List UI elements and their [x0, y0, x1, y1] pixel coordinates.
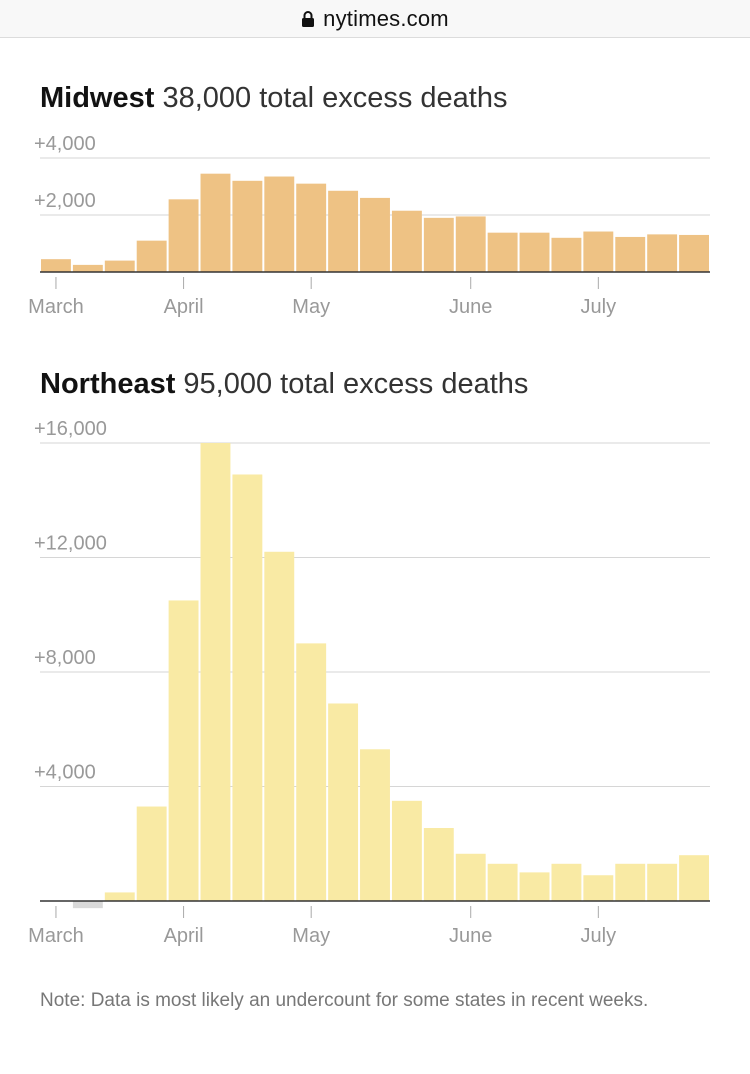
midwest-bar-chart: +2,000 +4,000 March April May June July [28, 133, 710, 318]
northeast-bar [519, 872, 550, 901]
midwest-bar [423, 217, 454, 272]
midwest-bar [583, 231, 614, 272]
northeast-region-label: Northeast [40, 368, 176, 400]
northeast-bar [328, 703, 359, 901]
northeast-bar [200, 443, 231, 901]
midwest-bar [41, 259, 71, 272]
midwest-bar [136, 240, 167, 272]
northeast-y-tick-label: +16,000 [34, 418, 107, 440]
midwest-x-tick-label: June [449, 296, 492, 318]
midwest-bar [72, 264, 103, 272]
midwest-bar [551, 237, 582, 272]
midwest-x-tick-label: May [292, 296, 330, 318]
footnote: Note: Data is most likely an undercount … [40, 990, 649, 1011]
northeast-chart-title: Northeast 95,000 total excess deaths [40, 368, 528, 401]
northeast-bar [679, 855, 709, 901]
midwest-bar [264, 176, 295, 272]
midwest-bar [296, 183, 327, 272]
northeast-bar [583, 875, 614, 901]
northeast-y-tick-label: +8,000 [34, 647, 96, 669]
midwest-subtitle: 38,000 total excess deaths [162, 82, 508, 114]
midwest-bar [104, 260, 135, 272]
midwest-bar [328, 190, 359, 272]
midwest-y-tick-label: +4,000 [34, 133, 96, 155]
northeast-bar [647, 863, 678, 901]
northeast-bar [232, 474, 263, 901]
midwest-x-tick-label: April [164, 296, 204, 318]
northeast-bar [423, 828, 454, 901]
northeast-bar [551, 863, 582, 901]
northeast-bar [168, 600, 199, 901]
northeast-x-tick-label: April [164, 925, 204, 947]
lock-icon [302, 10, 315, 27]
midwest-region-label: Midwest [40, 82, 155, 114]
northeast-x-tick-label: July [581, 925, 617, 947]
northeast-y-tick-label: +12,000 [34, 533, 107, 555]
northeast-bar [72, 901, 103, 909]
midwest-bar [679, 234, 709, 272]
northeast-bar [264, 551, 295, 901]
northeast-bar [391, 800, 422, 901]
browser-url-bar[interactable]: nytimes.com [0, 0, 750, 38]
midwest-bar [615, 236, 646, 272]
midwest-bar [647, 234, 678, 272]
midwest-chart-title: Midwest 38,000 total excess deaths [40, 82, 507, 115]
northeast-y-tick-label: +4,000 [34, 762, 96, 784]
northeast-x-tick-label: June [449, 925, 492, 947]
northeast-x-tick-label: March [28, 925, 84, 947]
midwest-bar [455, 216, 486, 272]
midwest-x-tick-label: March [28, 296, 84, 318]
midwest-bar [168, 199, 199, 272]
midwest-bar [360, 197, 390, 272]
northeast-bar [360, 749, 390, 901]
url-domain: nytimes.com [323, 5, 449, 31]
northeast-subtitle: 95,000 total excess deaths [183, 368, 529, 400]
midwest-bar [391, 210, 422, 272]
northeast-bar [104, 892, 135, 901]
northeast-bar [615, 863, 646, 901]
northeast-bar [296, 643, 327, 901]
northeast-x-tick-label: May [292, 925, 330, 947]
northeast-bar-chart: +4,000 +8,000 +12,000 +16,000 March April May J… [28, 418, 710, 947]
northeast-bar [487, 863, 518, 901]
midwest-y-tick-label: +2,000 [34, 190, 96, 212]
midwest-bar [519, 232, 550, 272]
midwest-x-tick-label: July [581, 296, 617, 318]
midwest-bar [487, 232, 518, 272]
midwest-bar [200, 173, 231, 272]
northeast-bar [136, 806, 167, 901]
midwest-bar [232, 180, 263, 272]
northeast-bar [455, 853, 486, 901]
